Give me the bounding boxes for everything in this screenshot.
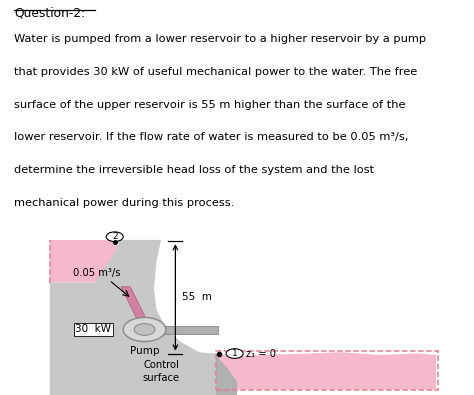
Circle shape (106, 232, 123, 241)
Circle shape (123, 318, 166, 342)
Text: 1: 1 (232, 349, 237, 358)
Polygon shape (0, 240, 216, 395)
Polygon shape (121, 287, 147, 320)
Bar (164, 326, 218, 333)
Text: surface of the upper reservoir is 55 m higher than the surface of the: surface of the upper reservoir is 55 m h… (14, 100, 406, 110)
Text: 0.05 m³/s: 0.05 m³/s (73, 268, 121, 278)
Circle shape (226, 349, 243, 358)
Text: determine the irreversible head loss of the system and the lost: determine the irreversible head loss of … (14, 165, 374, 175)
Text: 30  kW: 30 kW (75, 324, 111, 335)
Text: lower reservoir. If the flow rate of water is measured to be 0.05 m³/s,: lower reservoir. If the flow rate of wat… (14, 132, 409, 143)
Text: Pump: Pump (130, 346, 159, 356)
Text: Control
surface: Control surface (143, 360, 180, 383)
Text: 2: 2 (112, 232, 118, 241)
Circle shape (134, 324, 155, 335)
Text: mechanical power during this process.: mechanical power during this process. (14, 198, 234, 208)
Polygon shape (50, 240, 123, 283)
Polygon shape (218, 352, 436, 389)
Text: z₁ = 0: z₁ = 0 (246, 348, 276, 359)
Text: Question-2:: Question-2: (14, 7, 85, 20)
Text: 55  m: 55 m (182, 292, 212, 303)
Text: that provides 30 kW of useful mechanical power to the water. The free: that provides 30 kW of useful mechanical… (14, 67, 418, 77)
Text: Water is pumped from a lower reservoir to a higher reservoir by a pump: Water is pumped from a lower reservoir t… (14, 34, 426, 44)
Polygon shape (216, 354, 237, 395)
